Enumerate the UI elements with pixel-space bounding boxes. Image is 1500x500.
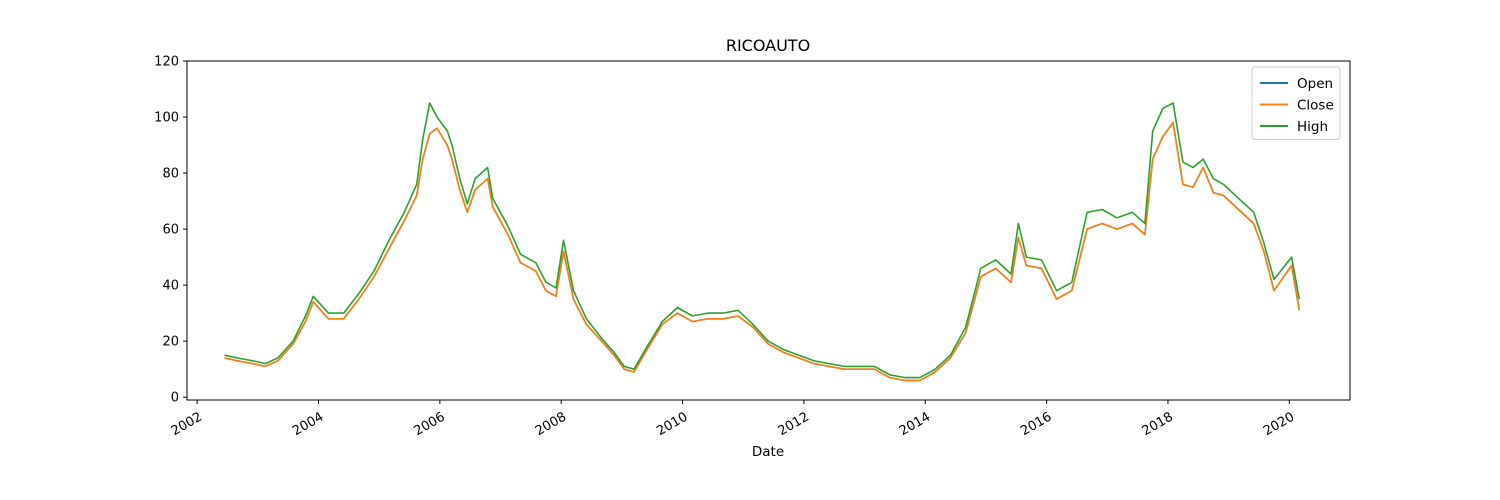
plot-frame [186, 60, 1351, 401]
legend: Open Close High [1251, 66, 1341, 140]
y-tick-label: 40 [162, 279, 179, 294]
x-axis: 2002 2004 2006 2008 2010 2012 2014 2016 2018 2020 [169, 400, 1297, 439]
x-tick-label: 2010 [654, 410, 690, 440]
x-tick-label: 2020 [1261, 410, 1297, 440]
legend-label-high: High [1297, 119, 1328, 135]
x-tick-label: 2012 [776, 410, 812, 440]
x-tick-label: 2002 [169, 410, 205, 440]
y-tick-label: 0 [171, 391, 179, 406]
x-tick-label: 2018 [1140, 410, 1176, 440]
x-tick-label: 2014 [897, 410, 933, 440]
x-tick-label: 2008 [533, 410, 569, 440]
legend-label-close: Close [1297, 98, 1334, 114]
series-layer [224, 102, 1301, 382]
series-line-open [224, 121, 1301, 382]
x-tick-label: 2016 [1018, 410, 1054, 440]
y-tick-label: 60 [162, 223, 179, 238]
chart-title: RICOAUTO [726, 36, 810, 55]
y-tick-label: 100 [154, 111, 179, 126]
series-line-high [224, 102, 1301, 379]
series-line-close [224, 121, 1301, 382]
y-tick-label: 120 [154, 55, 179, 70]
y-tick-label: 80 [162, 167, 179, 182]
legend-label-open: Open [1297, 76, 1333, 92]
y-tick-label: 20 [162, 335, 179, 350]
x-tick-label: 2004 [290, 410, 326, 440]
y-axis: 0 20 40 60 80 100 120 [154, 55, 187, 406]
x-tick-label: 2006 [412, 410, 448, 440]
x-axis-title: Date [752, 444, 784, 460]
legend-box [1251, 66, 1341, 140]
